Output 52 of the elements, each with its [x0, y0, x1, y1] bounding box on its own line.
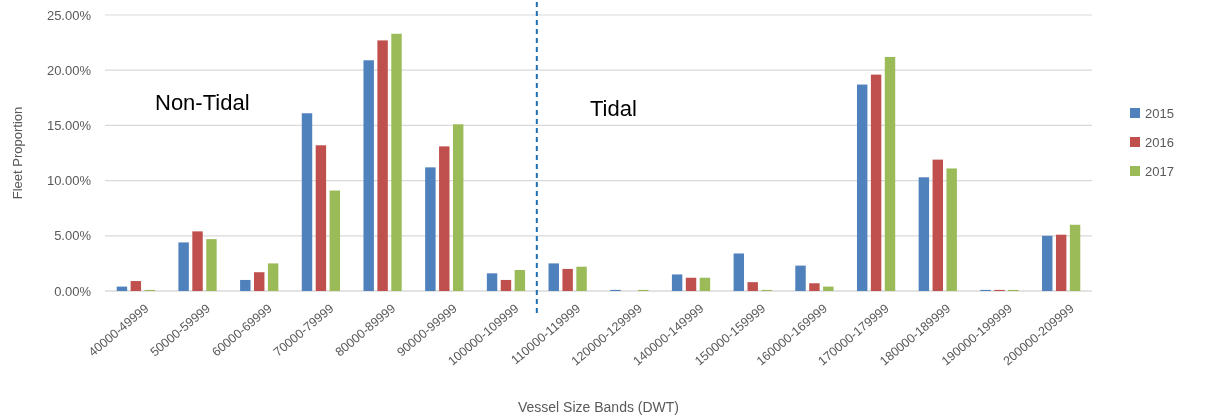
bar — [1069, 224, 1081, 291]
bar — [315, 145, 327, 291]
y-tick-label: 0.00% — [54, 283, 92, 299]
bar — [206, 239, 217, 291]
bar — [562, 268, 573, 291]
bar — [240, 279, 251, 291]
bar — [192, 231, 203, 291]
bar — [823, 286, 834, 291]
bar — [363, 60, 374, 291]
bar — [932, 159, 943, 291]
bar — [870, 74, 882, 291]
bar — [747, 282, 758, 291]
y-tick-label: 5.00% — [54, 228, 92, 244]
bar — [301, 113, 313, 291]
bar — [452, 124, 464, 291]
annotation: Tidal — [590, 96, 637, 121]
bar — [795, 265, 806, 291]
bar — [884, 56, 896, 291]
bar — [425, 167, 436, 291]
legend-label: 2017 — [1145, 163, 1174, 179]
bar — [685, 277, 697, 291]
legend-label: 2015 — [1145, 105, 1174, 121]
bar — [486, 273, 498, 291]
y-tick-label: 25.00% — [46, 7, 92, 23]
y-axis-title: Fleet Proportion — [10, 106, 25, 200]
bar — [254, 272, 265, 291]
bar — [500, 279, 512, 291]
bar — [809, 283, 820, 291]
bar — [439, 146, 450, 291]
annotation: Non-Tidal — [155, 90, 250, 115]
bar — [1055, 234, 1067, 291]
legend-label: 2016 — [1145, 134, 1174, 150]
bar — [514, 270, 526, 291]
bar — [733, 253, 745, 291]
bar — [918, 177, 930, 291]
y-tick-label: 10.00% — [46, 173, 92, 189]
bar — [699, 277, 711, 291]
bar — [1042, 235, 1053, 291]
bar — [548, 263, 559, 291]
bar — [671, 274, 683, 291]
x-axis-title: Vessel Size Bands (DWT) — [517, 399, 680, 415]
y-tick-label: 15.00% — [46, 117, 92, 133]
bar — [946, 168, 957, 291]
bar — [576, 266, 587, 291]
y-tick-label: 20.00% — [46, 62, 92, 78]
bar — [329, 190, 341, 291]
bar — [856, 84, 868, 291]
bar — [130, 281, 142, 291]
bar — [377, 40, 388, 291]
bar — [391, 33, 402, 291]
bar — [178, 242, 189, 291]
bar — [267, 263, 279, 291]
